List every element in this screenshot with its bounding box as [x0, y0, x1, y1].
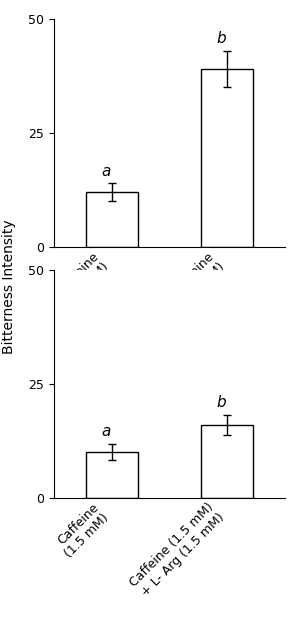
Text: a: a	[101, 163, 111, 179]
Bar	[201, 425, 253, 498]
Bar	[86, 192, 138, 247]
Text: a: a	[101, 424, 111, 440]
Text: b: b	[217, 31, 226, 47]
Bar	[201, 70, 253, 247]
Text: Bitterness Intensity: Bitterness Intensity	[2, 219, 16, 355]
Text: b: b	[217, 395, 226, 410]
Bar	[86, 452, 138, 498]
